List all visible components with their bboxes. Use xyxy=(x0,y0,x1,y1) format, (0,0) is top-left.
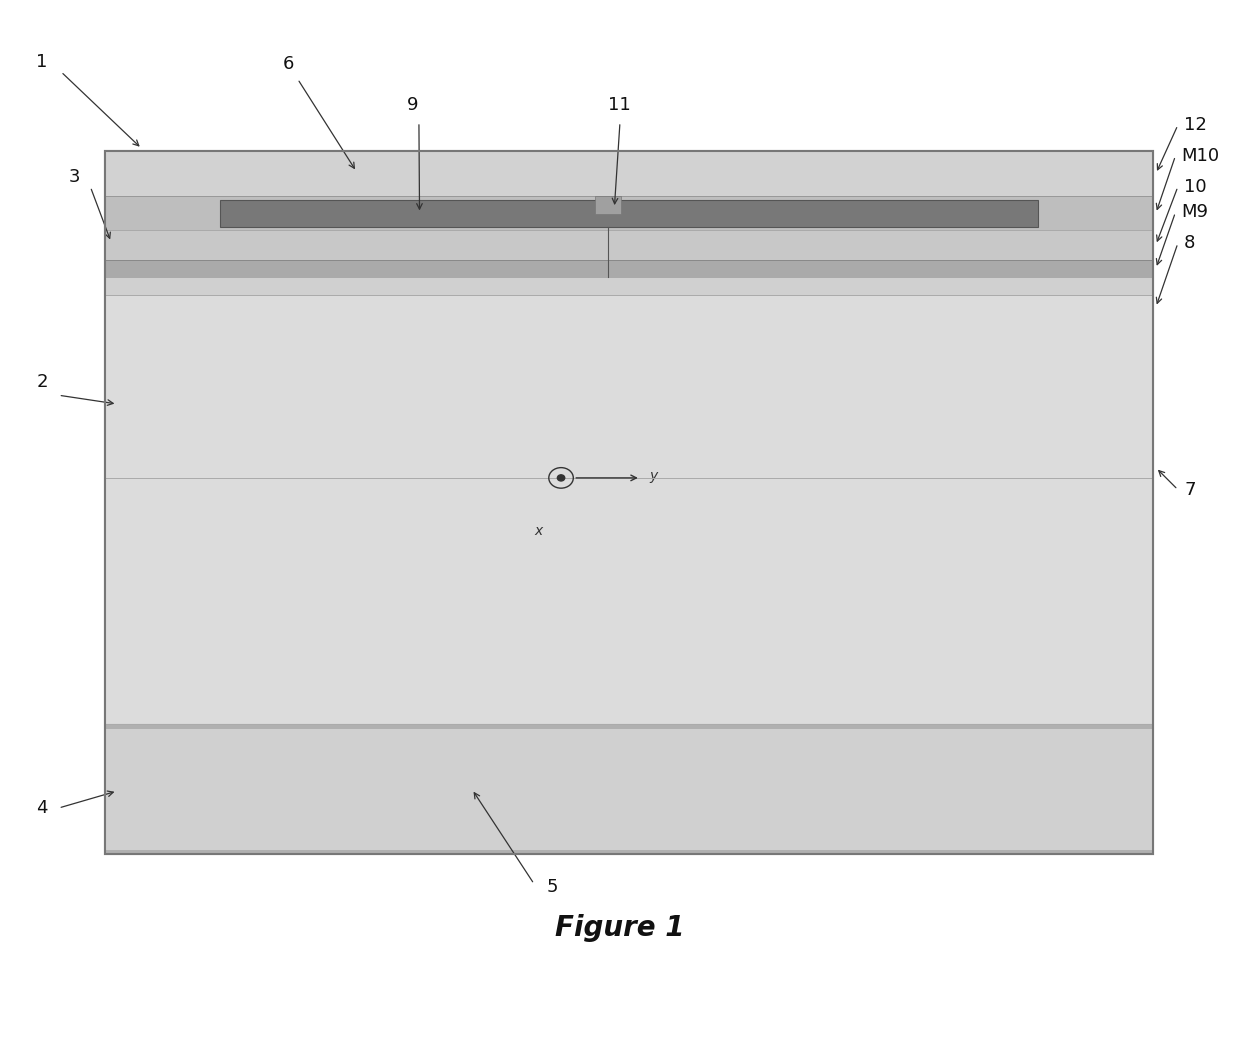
Bar xyxy=(105,151,1153,855)
Text: 8: 8 xyxy=(1184,234,1195,252)
Text: 5: 5 xyxy=(547,879,558,896)
Bar xyxy=(105,725,1153,729)
Text: M9: M9 xyxy=(1182,203,1209,222)
Bar xyxy=(105,277,1153,295)
Text: 3: 3 xyxy=(68,168,79,185)
Bar xyxy=(595,196,621,214)
Bar xyxy=(105,725,1153,855)
Text: 6: 6 xyxy=(283,54,294,73)
Text: $x$: $x$ xyxy=(534,524,544,538)
Text: 10: 10 xyxy=(1184,178,1207,196)
Text: 4: 4 xyxy=(36,799,48,817)
Text: 9: 9 xyxy=(407,96,418,113)
Bar xyxy=(105,230,1153,260)
Text: $y$: $y$ xyxy=(650,471,660,485)
Text: M10: M10 xyxy=(1182,147,1220,164)
Text: Figure 1: Figure 1 xyxy=(556,914,684,942)
Bar xyxy=(105,197,1153,230)
Bar xyxy=(105,260,1153,277)
Text: 11: 11 xyxy=(608,96,630,113)
Bar xyxy=(105,151,1153,197)
Text: 7: 7 xyxy=(1184,481,1195,499)
Bar xyxy=(105,850,1153,855)
Bar xyxy=(221,200,1038,227)
Circle shape xyxy=(557,475,564,481)
Bar xyxy=(105,151,1153,855)
Text: 1: 1 xyxy=(36,52,48,71)
Bar xyxy=(105,151,1153,725)
Text: 12: 12 xyxy=(1184,116,1207,134)
Text: 2: 2 xyxy=(36,373,48,391)
